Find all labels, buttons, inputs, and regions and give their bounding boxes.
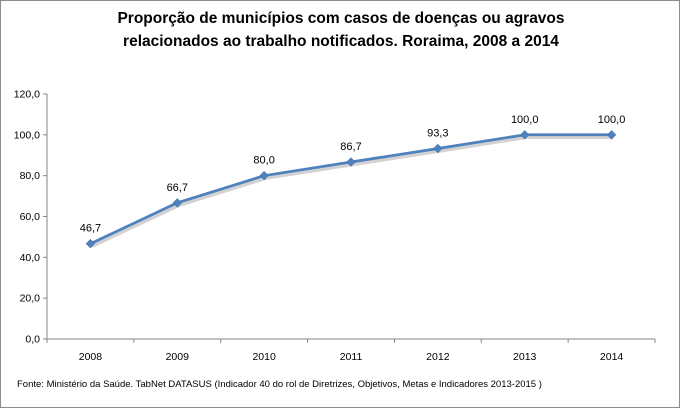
chart-title-line-1: Proporção de municípios com casos de doe… [117,10,565,27]
y-tick-label: 0,0 [25,334,40,346]
data-label: 80,0 [253,155,274,167]
data-point-marker [520,130,530,140]
y-tick-label: 60,0 [20,211,41,223]
data-point-marker [85,239,96,249]
x-tick-label: 2013 [513,351,537,363]
x-tick-label: 2008 [79,351,103,363]
data-point-marker [346,157,356,167]
chart-title-line-2: relacionados ao trabalho notificados. Ro… [123,33,559,50]
x-tick-label: 2014 [600,351,624,363]
x-tick-label: 2010 [252,351,276,363]
chart-title: Proporção de municípios com casos de doe… [61,7,621,53]
source-footnote: Fonte: Ministério da Saúde. TabNet DATAS… [17,379,542,390]
data-label: 66,7 [167,182,188,194]
y-tick-label: 120,0 [14,89,40,101]
x-tick-label: 2011 [340,351,363,363]
y-tick-label: 40,0 [20,252,41,264]
data-point-marker [259,171,269,181]
data-label: 100,0 [598,114,626,126]
x-tick-label: 2009 [166,351,190,363]
y-tick-label: 20,0 [20,293,41,305]
data-label: 46,7 [80,223,101,235]
data-label: 100,0 [511,114,539,126]
x-tick-label: 2012 [426,351,450,363]
data-point-marker [172,198,182,208]
y-tick-label: 100,0 [14,129,40,141]
data-point-marker [606,130,617,140]
data-point-marker [433,143,443,154]
data-label: 86,7 [340,141,361,153]
y-tick-label: 80,0 [20,170,41,182]
data-label: 93,3 [427,128,448,140]
